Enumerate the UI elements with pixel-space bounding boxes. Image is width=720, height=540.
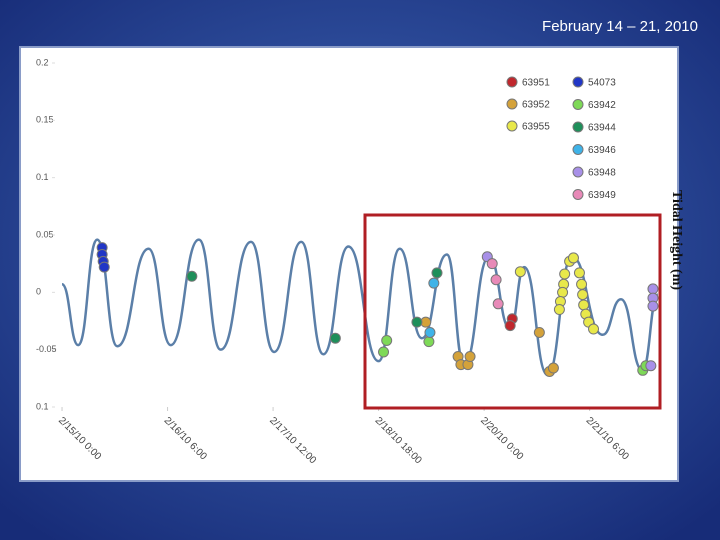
data-point — [423, 336, 435, 348]
legend-marker — [572, 121, 584, 133]
data-point — [186, 270, 198, 282]
y-tick-label: 0.1 — [36, 172, 49, 182]
data-point — [576, 278, 588, 290]
data-point — [577, 289, 589, 301]
legend-marker — [572, 76, 584, 88]
data-point — [559, 268, 571, 280]
legend-label: 63948 — [588, 168, 616, 179]
data-point — [553, 304, 565, 316]
data-point — [329, 332, 341, 344]
data-point — [428, 277, 440, 289]
data-point — [378, 346, 390, 358]
data-point — [424, 326, 436, 338]
slide-title: February 14 – 21, 2010 — [542, 18, 698, 35]
y-tick-label: 0 — [36, 287, 41, 297]
legend-label: 54073 — [588, 78, 616, 89]
data-point — [490, 274, 502, 286]
legend-marker — [506, 120, 518, 132]
legend-marker — [506, 76, 518, 88]
data-point — [431, 267, 443, 279]
legend-marker — [572, 189, 584, 200]
data-point — [578, 299, 590, 311]
data-point — [567, 252, 579, 264]
legend-label: 63946 — [588, 145, 616, 156]
legend-label: 63952 — [522, 100, 550, 111]
data-point — [647, 283, 659, 295]
data-point — [381, 334, 393, 346]
y-axis-title: Tidal Height (m) — [669, 190, 684, 290]
legend-label: 63949 — [588, 190, 616, 201]
legend-label: 63951 — [522, 78, 550, 89]
data-point — [486, 258, 498, 270]
y-tick-label: 0.1 — [36, 401, 49, 411]
legend-label: 63955 — [522, 122, 550, 133]
data-point — [411, 316, 423, 328]
data-point — [514, 266, 526, 278]
legend-marker — [572, 99, 584, 110]
legend-marker — [572, 166, 584, 178]
legend-label: 63942 — [588, 100, 616, 111]
data-point — [464, 351, 476, 363]
data-point — [547, 362, 559, 374]
data-point — [588, 323, 600, 335]
data-point — [504, 320, 516, 332]
highlight-box — [363, 213, 662, 410]
data-point — [645, 360, 657, 372]
y-tick-label: 0.15 — [36, 115, 54, 125]
data-point — [573, 267, 585, 279]
y-tick-label: 0.05 — [36, 229, 54, 239]
y-tick-label: -0.05 — [36, 344, 57, 354]
legend-marker — [572, 144, 584, 155]
data-point — [557, 286, 569, 298]
data-point — [533, 326, 545, 338]
legend-marker — [506, 98, 518, 110]
data-point — [492, 298, 504, 310]
y-tick-label: 0.2 — [36, 57, 49, 67]
data-point — [647, 300, 659, 312]
data-point — [98, 261, 110, 273]
legend-label: 63944 — [588, 123, 616, 134]
